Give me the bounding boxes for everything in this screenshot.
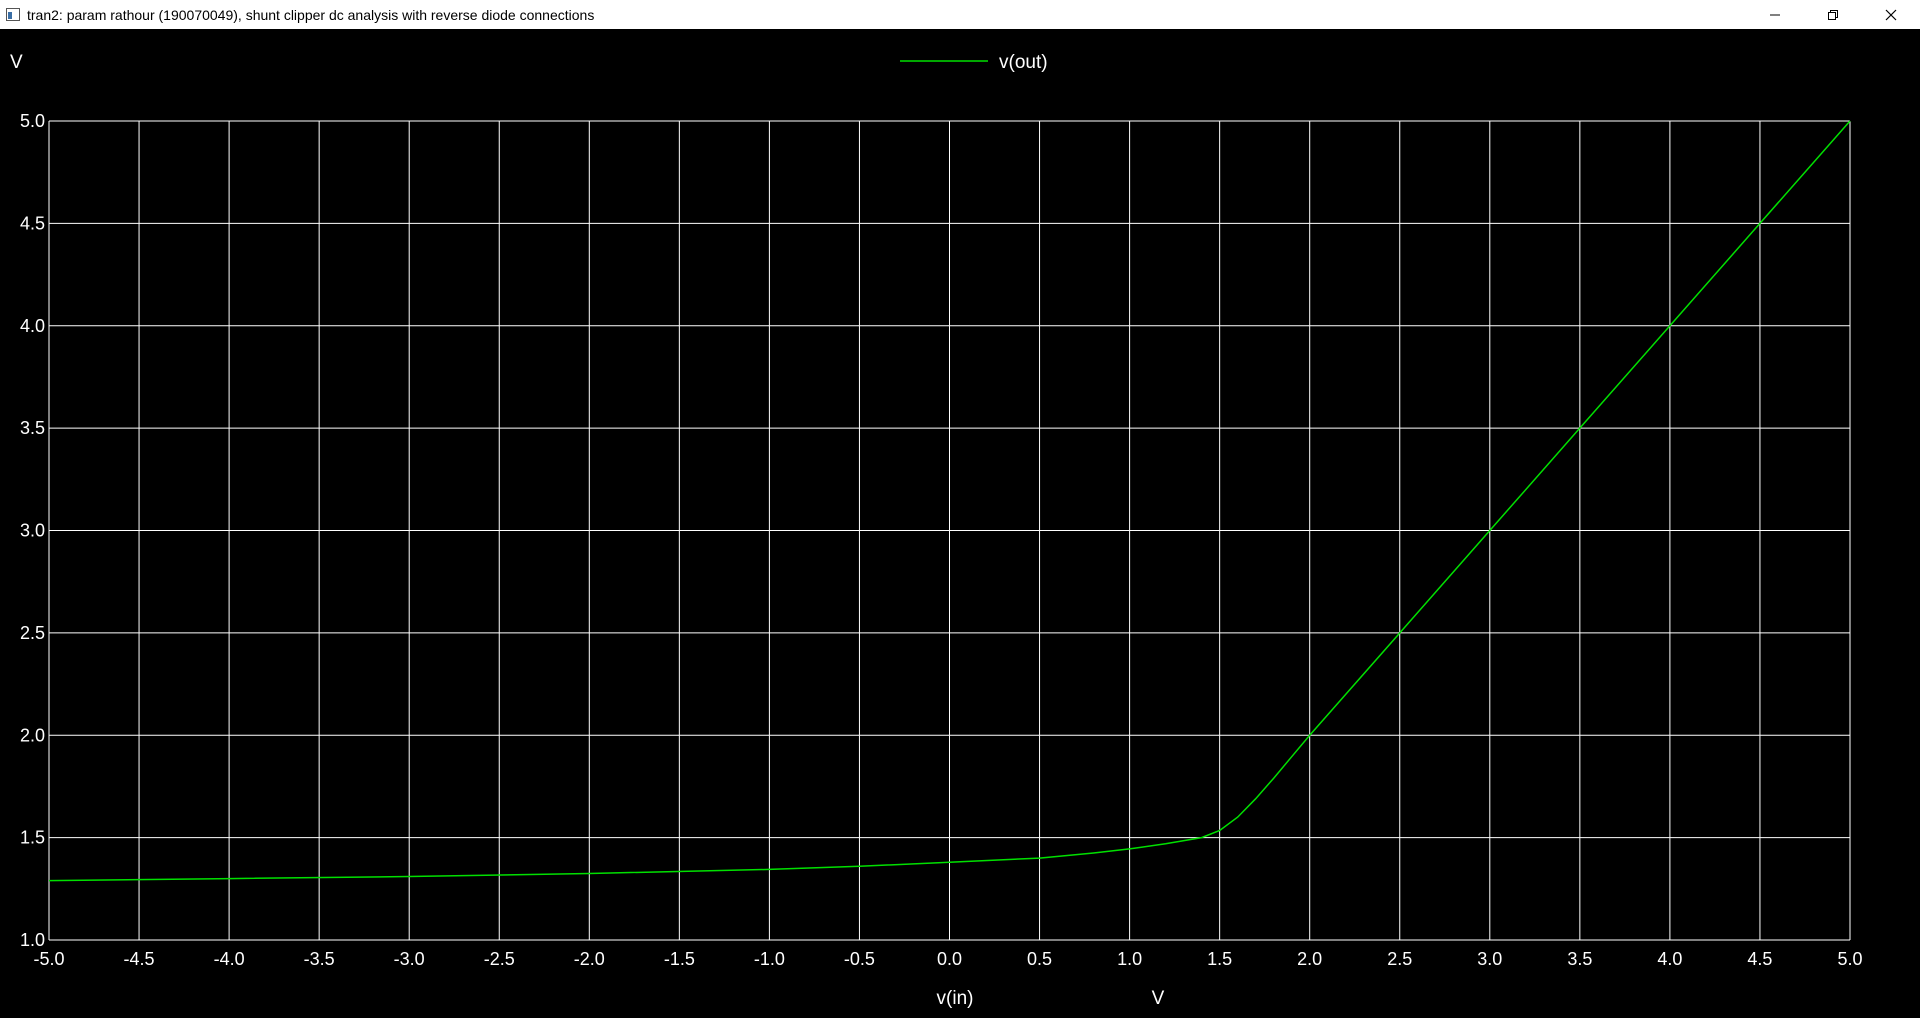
x-tick-label: 0.5: [1027, 949, 1052, 969]
x-tick-label: 1.0: [1117, 949, 1142, 969]
x-tick-label: -3.5: [304, 949, 335, 969]
close-button[interactable]: [1862, 0, 1920, 29]
x-tick-labels: -5.0 -4.5 -4.0 -3.5 -3.0 -2.5 -2.0 -1.5 -1.0 -0.5…: [33, 949, 1862, 969]
x-tick-label: -4.5: [124, 949, 155, 969]
x-tick-label: -2.0: [574, 949, 605, 969]
x-tick-label: 3.0: [1477, 949, 1502, 969]
series-line-vout: [48, 120, 1851, 882]
title-bar: tran2: param rathour (190070049), shunt …: [0, 0, 1920, 29]
waveform-plot: -5.0 -4.5 -4.0 -3.5 -3.0 -2.5 -2.0 -1.5 -1.0 -0.5…: [10, 52, 1863, 1009]
x-tick-label: -3.0: [394, 949, 425, 969]
close-icon: [1885, 9, 1897, 20]
y-tick-label: 2.5: [20, 623, 45, 643]
x-axis-label: v(in): [937, 988, 974, 1009]
legend-label: v(out): [999, 52, 1048, 73]
y-axis-unit: V: [10, 52, 23, 73]
x-tick-label: -0.5: [844, 949, 875, 969]
y-tick-label: 4.0: [20, 316, 45, 336]
y-tick-label: 2.0: [20, 725, 45, 745]
minimize-button[interactable]: [1746, 0, 1804, 29]
x-tick-label: -2.5: [484, 949, 515, 969]
app-window-icon: [6, 8, 20, 21]
window-controls: [1746, 0, 1920, 29]
x-tick-label: -4.0: [214, 949, 245, 969]
legend: v(out): [900, 52, 1048, 73]
minimize-icon: [1770, 14, 1780, 15]
trace-layer: [48, 120, 1851, 882]
y-tick-label: 3.5: [20, 418, 45, 438]
x-tick-label: 2.5: [1387, 949, 1412, 969]
y-tick-label: 4.5: [20, 213, 45, 233]
window-title: tran2: param rathour (190070049), shunt …: [27, 6, 595, 23]
x-tick-label: 4.5: [1747, 949, 1772, 969]
x-tick-label: 1.5: [1207, 949, 1232, 969]
x-tick-label: 2.0: [1297, 949, 1322, 969]
x-tick-label: 5.0: [1837, 949, 1862, 969]
y-tick-label: 1.0: [20, 930, 45, 950]
x-tick-label: 4.0: [1657, 949, 1682, 969]
y-tick-labels: 1.0 1.5 2.0 2.5 3.0 3.5 4.0 4.5 5.0: [20, 111, 45, 950]
x-axis-unit: V: [1152, 988, 1165, 1009]
x-tick-label: 3.5: [1567, 949, 1592, 969]
x-tick-label: -5.0: [33, 949, 64, 969]
y-tick-label: 5.0: [20, 111, 45, 131]
y-tick-label: 1.5: [20, 828, 45, 848]
x-tick-label: -1.5: [664, 949, 695, 969]
x-tick-label: 0.0: [937, 949, 962, 969]
restore-button[interactable]: [1804, 0, 1862, 29]
restore-icon: [1828, 9, 1838, 20]
plot-grid: [48, 120, 1851, 941]
y-tick-label: 3.0: [20, 521, 45, 541]
x-tick-label: -1.0: [754, 949, 785, 969]
